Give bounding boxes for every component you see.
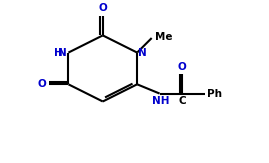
Text: O: O — [38, 79, 47, 89]
Text: N: N — [58, 48, 67, 58]
Text: NH: NH — [152, 96, 170, 106]
Text: N: N — [139, 48, 147, 58]
Text: O: O — [98, 3, 107, 14]
Text: O: O — [178, 62, 186, 72]
Text: Me: Me — [155, 32, 172, 42]
Text: C: C — [178, 96, 186, 106]
Text: Ph: Ph — [207, 89, 222, 99]
Text: H: H — [54, 48, 63, 58]
